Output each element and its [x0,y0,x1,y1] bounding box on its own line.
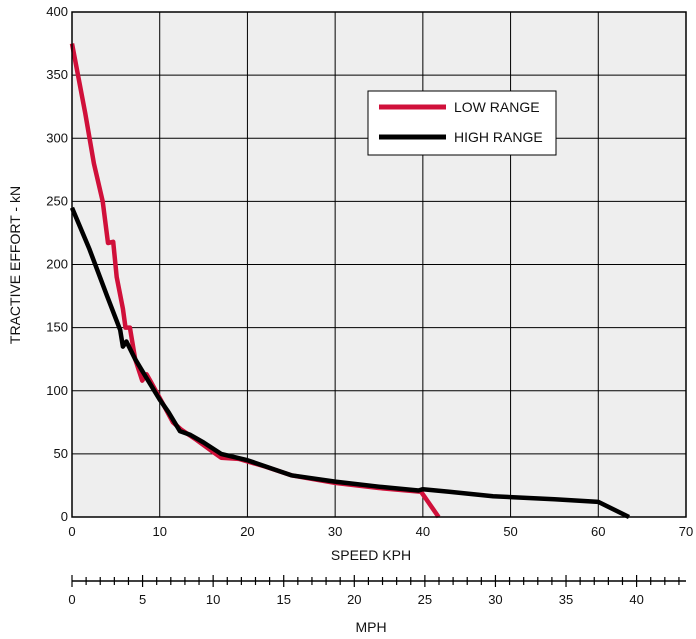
legend-label-high-range: HIGH RANGE [454,129,543,145]
x-tick-label: 10 [152,524,166,539]
mph-tick-label: 20 [347,592,361,607]
x-tick-label: 60 [591,524,605,539]
y-tick-label: 250 [46,193,68,208]
mph-tick-label: 25 [418,592,432,607]
mph-tick-label: 40 [629,592,643,607]
x-axis-title: SPEED KPH [331,547,411,563]
x-tick-label: 50 [503,524,517,539]
legend-label-low-range: LOW RANGE [454,99,540,115]
legend-box [367,90,557,156]
y-tick-label: 400 [46,4,68,19]
y-tick-label: 300 [46,130,68,145]
mph-tick-label: 30 [488,592,502,607]
mph-axis: 0 5 10 15 20 25 30 35 40 [68,575,686,607]
mph-axis-title: MPH [355,619,386,635]
plot-border [71,11,687,518]
mph-tick-label: 5 [139,592,146,607]
x-tick-label: 30 [328,524,342,539]
mph-tick-label: 0 [68,592,75,607]
plot-frame [71,11,687,518]
y-tick-label: 0 [61,509,68,524]
y-tick-label: 200 [46,257,68,272]
y-tick-label: 50 [54,446,68,461]
series-lines [69,43,630,520]
series-line-high-range [69,206,630,520]
x-axis-ticks: 0 10 20 30 40 50 60 70 [68,524,693,539]
legend: LOW RANGE HIGH RANGE [367,90,557,156]
x-tick-label: 0 [68,524,75,539]
x-tick-label: 40 [416,524,430,539]
y-tick-label: 350 [46,67,68,82]
y-tick-label: 150 [46,320,68,335]
y-axis-ticks: 0 50 100 150 200 250 300 350 400 [46,4,68,524]
grid-lines [72,12,686,517]
y-tick-label: 100 [46,383,68,398]
mph-tick-label: 10 [206,592,220,607]
mph-tick-label: 35 [559,592,573,607]
mph-tick-label: 15 [276,592,290,607]
y-axis-title: TRACTIVE EFFORT - kN [7,186,23,344]
x-tick-label: 20 [240,524,254,539]
x-tick-label: 70 [679,524,693,539]
